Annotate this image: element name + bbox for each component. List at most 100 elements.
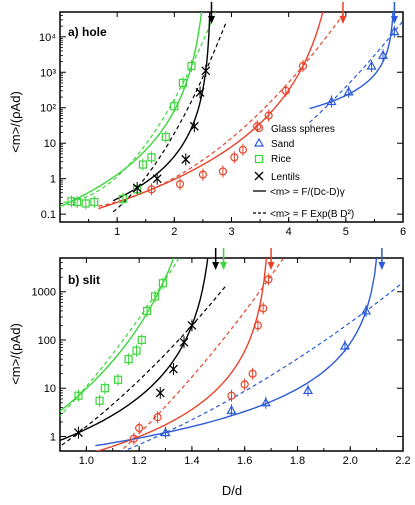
legend-label-sand: Sand [271,139,294,150]
y-tick-label: 10³ [40,67,56,79]
glass-spheres-point [264,275,273,284]
plot-frame [59,257,404,452]
fit-curves [60,12,403,213]
divergence-arrow-head [212,262,220,270]
sand-point [226,405,237,414]
lentils-point [152,174,162,184]
legend-label-lentils: Lentils [271,172,300,183]
lentils-point [74,428,83,438]
legend-label-glass-spheres: Glass spheres [271,124,335,135]
x-tick-label: 1.2 [132,455,147,467]
divergence-arrow-head [390,16,398,24]
rice-point [67,197,76,206]
rice-point [90,197,99,207]
sand-exp-fit [309,19,403,123]
y-tick-label: 1 [50,174,56,186]
glass-spheres-point [238,145,248,154]
x-tick-label: 3 [228,226,234,238]
sand-point [361,305,372,315]
legend: Glass spheres Sand Rice Lentils <m> = F/… [253,123,354,220]
legend-solid-fit-label: <m> = F/(Dc-D)γ [270,187,345,198]
data-points [67,25,400,210]
panel-label: b) slit [68,273,100,287]
sand-point [366,60,377,70]
glass-spheres-point [129,434,138,443]
rice-point [100,384,109,393]
x-tick-label: 5 [343,226,349,238]
legend-dashed-fit-label: <m> = F Exp(B D²) [270,209,354,220]
sand-point [343,86,354,96]
glass-spheres-point [259,304,268,313]
sand-point [160,427,171,437]
rice-point [73,197,82,207]
glass-spheres-point [240,380,249,389]
axis-ticks: 1.0 1.2 1.4 1.6 1.8 2.0 2.2 1 10 100 1000 [32,257,411,467]
rice-point [132,346,141,355]
x-tick-label: 1.4 [184,455,199,467]
divergence-arrow-head [220,262,228,270]
rice-exp-fit [60,258,180,417]
sand-point [260,397,271,407]
sand-power-fit [95,258,378,447]
x-tick-label: 2.0 [343,455,358,467]
x-tick-label: 4 [286,226,292,238]
lentils-point [155,388,165,398]
glass-spheres-exp-fit [98,12,346,207]
rice-point [150,292,160,301]
rice-point [142,306,152,316]
y-tick-label: 0.1 [41,209,56,221]
lentils-exp-fit [112,21,227,213]
sand-point [302,385,314,395]
divergence-arrow-head [267,262,275,270]
divergence-arrow-head [378,262,386,270]
divergence-arrows [207,2,398,24]
glass-spheres-point [218,167,228,176]
rice-point [158,279,167,288]
lentils-point [195,87,205,97]
glass-spheres-point [248,369,257,378]
rice-point [187,61,196,71]
y-tick-label: 10⁴ [39,32,56,44]
lentils-point [187,320,197,330]
y-tick-label: 10 [44,383,56,395]
x-tick-label: 1 [114,226,120,238]
divergence-arrows [212,248,386,270]
rice-power-fit [60,12,203,208]
y-axis-label: <m>/(ρAd) [8,323,23,385]
y-tick-label: 10² [40,103,56,115]
lentils-point [181,154,191,164]
sand-point [377,50,389,59]
rice-point [74,391,83,400]
glass-spheres-point [175,180,185,189]
glass-spheres-point [135,423,144,433]
rice-point [81,199,90,208]
glass-spheres-point [230,153,239,162]
x-tick-label: 2.2 [395,455,410,467]
sand-point [326,96,337,106]
x-tick-label: 1.8 [290,455,305,467]
x-tick-label: 1.6 [237,455,252,467]
y-tick-label: 1000 [32,287,56,299]
rice-point [118,194,127,203]
axis-ticks: 1 2 3 4 5 6 0.1 1 10 10² 10³ 10⁴ [39,11,406,238]
lentils-point [189,121,199,131]
y-tick-label: 1 [50,431,56,443]
rice-point [124,355,133,364]
legend-marker-rice [254,154,264,164]
glass-spheres-point [264,111,273,120]
plot-frame [59,11,404,223]
legend-marker-sand [253,137,265,147]
x-axis-label: D/d [222,483,242,498]
rice-point [170,102,179,111]
sand-point [389,26,400,36]
sand-exp-fit [122,281,403,451]
glass-spheres-point [147,185,156,194]
lentils-power-fit [112,12,211,202]
rice-exp-fit [60,12,217,203]
rice-point [137,335,146,345]
x-tick-label: 6 [400,226,406,238]
glass-spheres-point [153,413,162,422]
